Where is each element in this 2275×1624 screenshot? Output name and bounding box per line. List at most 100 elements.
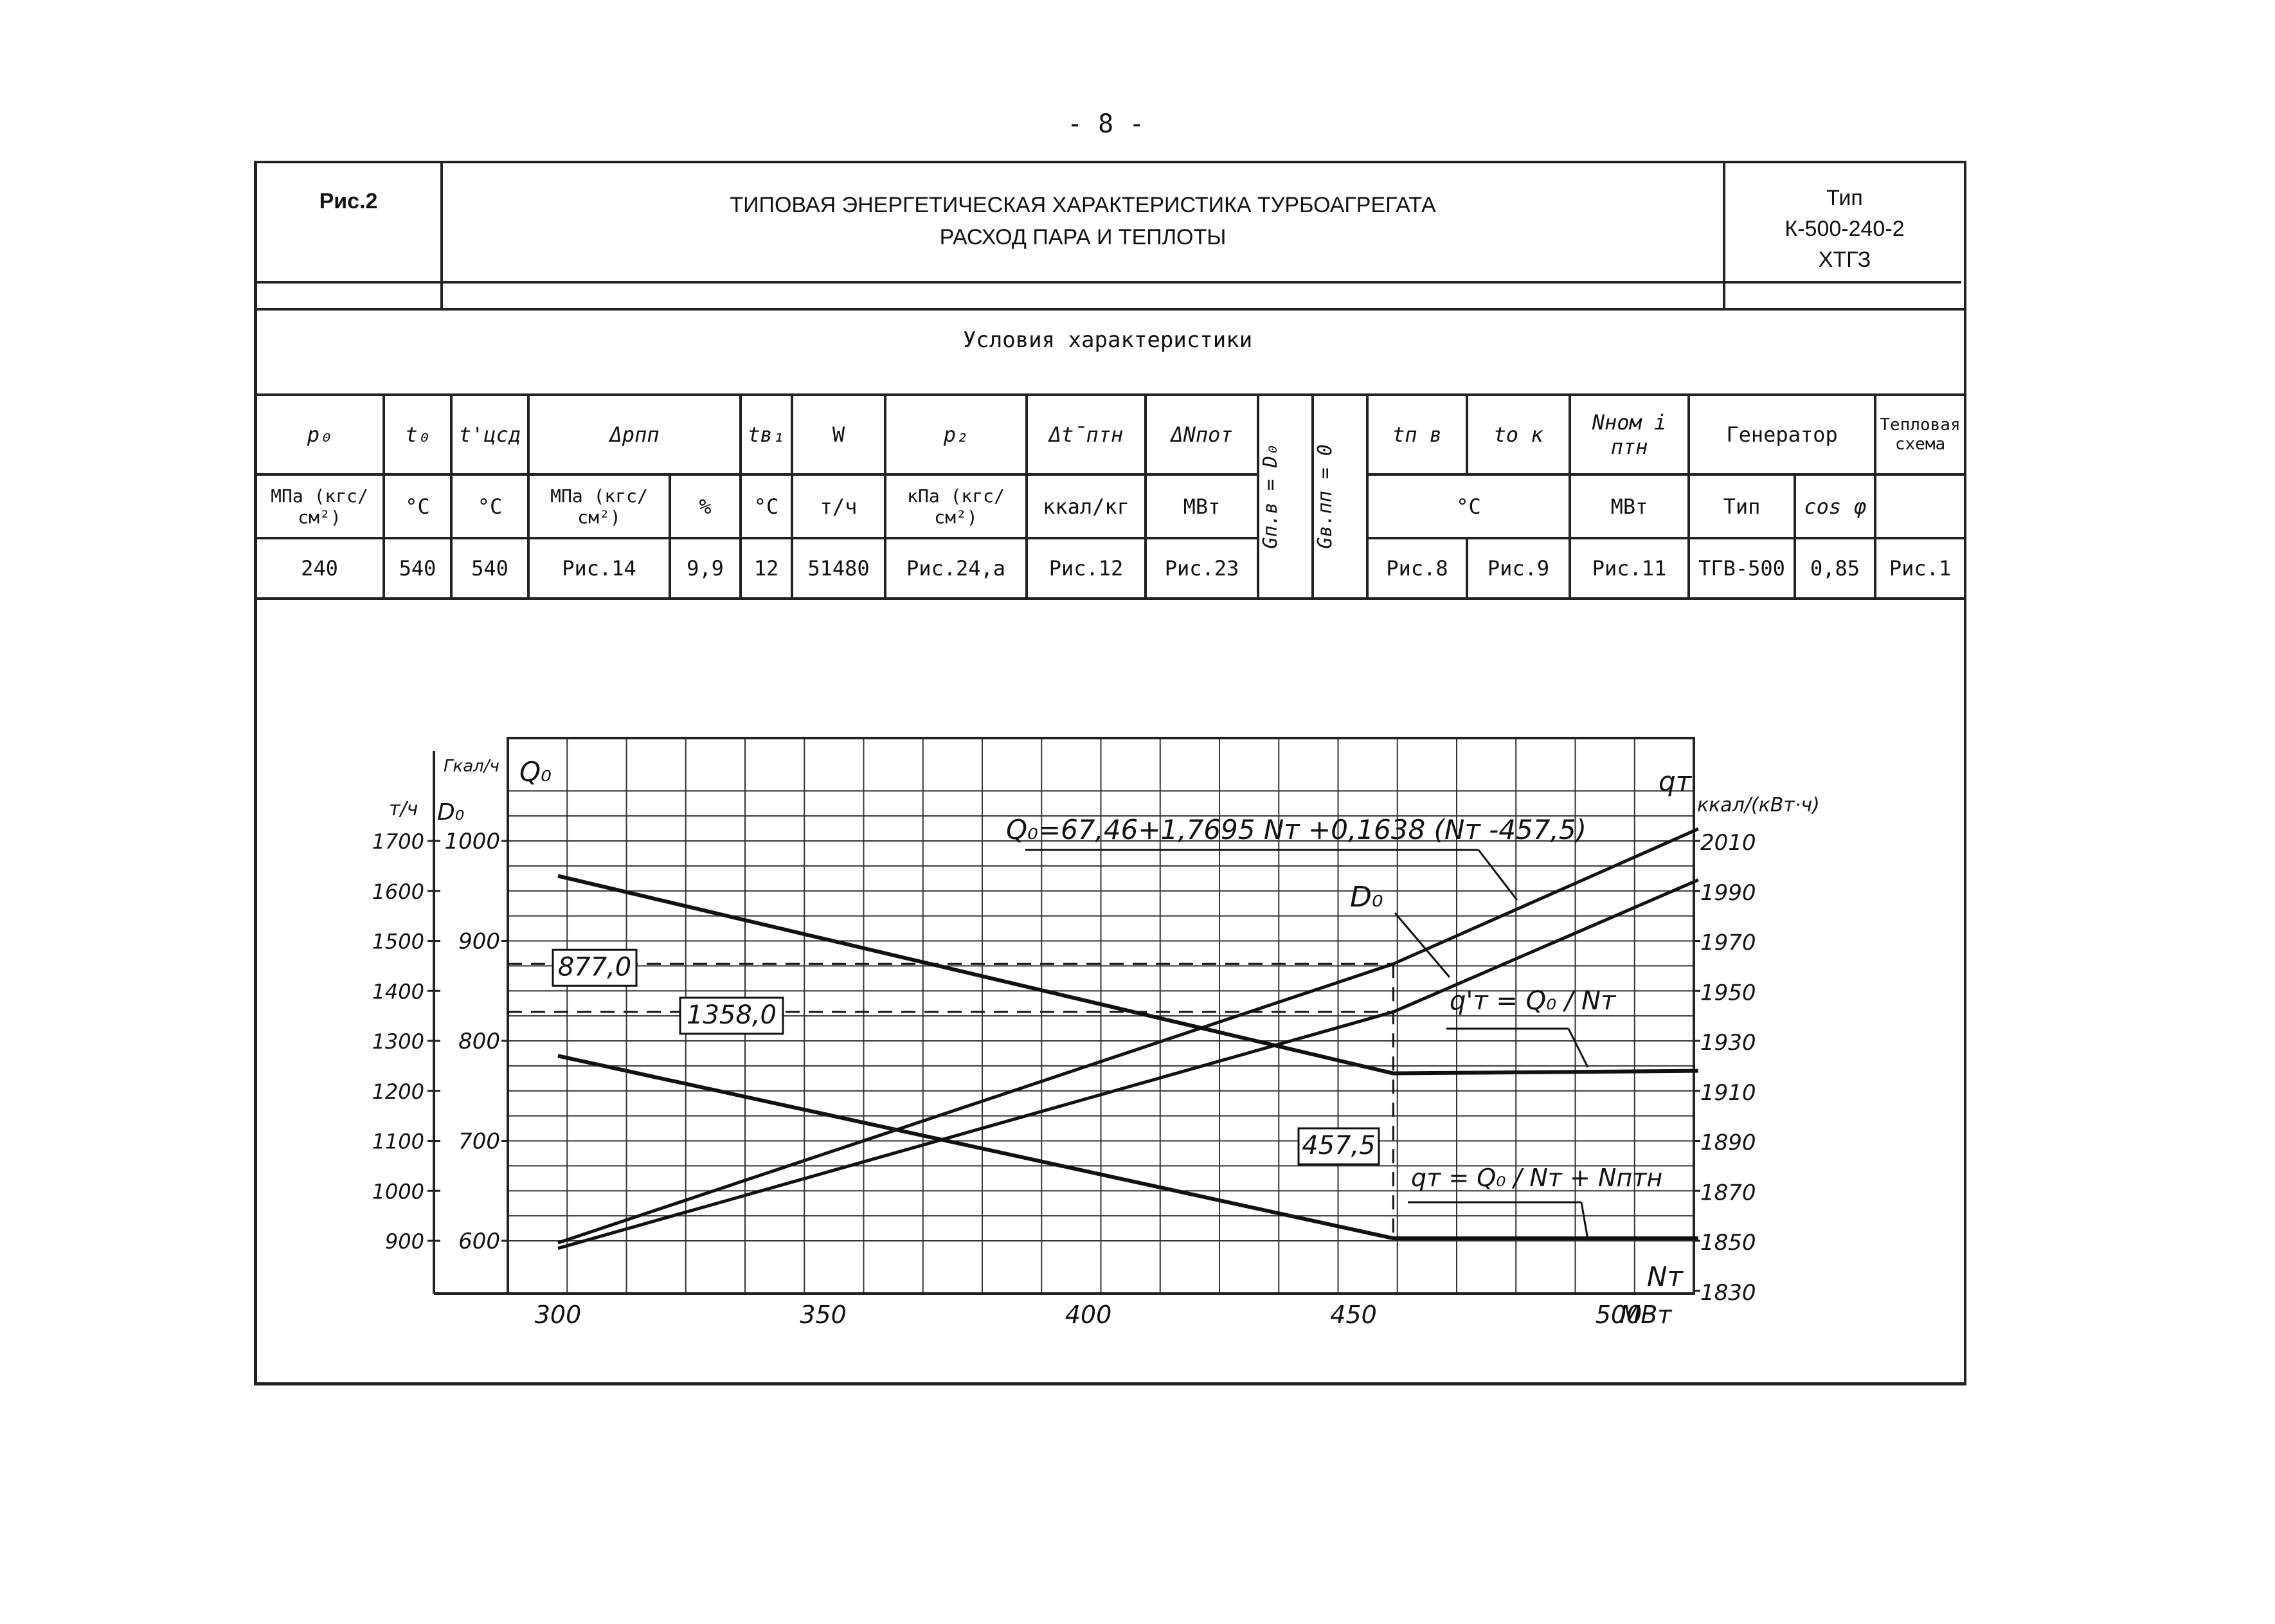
t-unit: °C bbox=[1366, 473, 1571, 539]
d0-tick-label: 1600 bbox=[372, 880, 424, 904]
page-frame bbox=[254, 161, 1966, 1385]
d0-tick-label: 1700 bbox=[372, 829, 424, 854]
gvpp-cell: Gв.пп = 0 bbox=[1311, 393, 1369, 600]
dt-ptn-unit: ккал/кг bbox=[1025, 473, 1147, 539]
dp-pp-value1: Рис.14 bbox=[527, 537, 671, 600]
x-tick-label: 450 bbox=[1330, 1301, 1377, 1329]
generator-cos-label: cos φ bbox=[1793, 473, 1877, 539]
p2-value: Рис.24,а bbox=[884, 537, 1028, 600]
dp-pp-value2: 9,9 bbox=[669, 537, 742, 600]
series-line-3 bbox=[557, 874, 1698, 1076]
d0-mark-label-box bbox=[679, 997, 784, 1035]
qt-prime-leader bbox=[1567, 1028, 1589, 1068]
d0-tick-label: 1100 bbox=[372, 1130, 424, 1154]
t0-unit: °C bbox=[382, 473, 453, 539]
x-tick-label: 300 bbox=[535, 1301, 582, 1329]
qt-tick-label: 1970 bbox=[1700, 930, 1756, 956]
header-table: Рис.2 ТИПОВАЯ ЭНЕРГЕТИЧЕСКАЯ ХАРАКТЕРИСТ… bbox=[254, 161, 1966, 311]
dp-pp-symbol: Δpпп bbox=[527, 393, 742, 476]
q0-formula: Q₀=67,46+1,7695 Nт +0,1638 (Nт -457,5) bbox=[1006, 814, 1587, 845]
figure-label: Рис.2 bbox=[254, 161, 443, 311]
t0-symbol: t₀ bbox=[382, 393, 453, 476]
t0-value: 540 bbox=[382, 537, 453, 600]
plot-frame bbox=[507, 737, 1695, 1295]
dp-pp-unit1: МПа (кгс/см²) bbox=[527, 473, 671, 539]
type-model: К-500-240-2 bbox=[1785, 217, 1905, 241]
d0-tick-label: 1000 bbox=[372, 1179, 424, 1204]
d0-tick-label: 1300 bbox=[372, 1029, 424, 1054]
conditions-title: Условия характеристики bbox=[254, 281, 1961, 396]
x-tick-label: 400 bbox=[1065, 1301, 1112, 1329]
tcsd-unit: °C bbox=[450, 473, 530, 539]
d0-tick-label: 1200 bbox=[372, 1079, 424, 1104]
d0-tick-label: 900 bbox=[385, 1229, 424, 1254]
x-axis-label: Nт bbox=[1647, 1261, 1684, 1292]
qt-tick-label: 1890 bbox=[1700, 1130, 1756, 1156]
qt-tick-label: 1830 bbox=[1700, 1280, 1756, 1306]
q0-unit-label: Гкал/ч bbox=[444, 757, 499, 776]
qt-tick-label: 1990 bbox=[1700, 880, 1756, 906]
turbine-type: Тип К-500-240-2 ХТГЗ bbox=[1723, 161, 1966, 311]
q0-tick-label: 900 bbox=[458, 929, 500, 955]
chart-lines bbox=[508, 827, 1699, 1250]
q0-tick-label: 700 bbox=[458, 1129, 500, 1155]
page-number: - 8 - bbox=[1067, 109, 1145, 139]
tok-symbol: tо к bbox=[1466, 393, 1571, 476]
q0-axis-label: Q₀ bbox=[519, 756, 552, 788]
scheme-spacer bbox=[1874, 473, 1967, 539]
qt-formula: qт = Q₀ / Nт + Nптн bbox=[1411, 1164, 1662, 1192]
parameters-table: p₀ t₀ t'цсд Δpпп tв₁ W p₂ Δt̄птн ΔNпот G… bbox=[254, 393, 1967, 600]
d0-mark-label: 1358,0 bbox=[687, 1000, 777, 1030]
qt-tick-label: 1930 bbox=[1700, 1030, 1756, 1056]
dn-pot-value: Рис.23 bbox=[1144, 537, 1259, 600]
x-unit-label: МВт bbox=[1620, 1301, 1673, 1329]
p2-symbol: p₂ bbox=[884, 393, 1028, 476]
generator-cos-value: 0,85 bbox=[1793, 537, 1877, 600]
series-line-4 bbox=[557, 1054, 1698, 1241]
qt-tick-label: 1910 bbox=[1700, 1080, 1756, 1106]
d0-leader bbox=[1394, 912, 1451, 978]
d0-axis-label: D₀ bbox=[437, 799, 464, 826]
title-line-1: ТИПОВАЯ ЭНЕРГЕТИЧЕСКАЯ ХАРАКТЕРИСТИКА ТУ… bbox=[730, 193, 1436, 217]
tcsd-symbol: t'цсд bbox=[450, 393, 530, 476]
generator-title: Генератор bbox=[1687, 393, 1877, 476]
w-symbol: W bbox=[791, 393, 886, 476]
w-unit: т/ч bbox=[791, 473, 886, 539]
tcsd-value: 540 bbox=[450, 537, 530, 600]
chart-axes bbox=[427, 737, 1700, 1295]
x-tick-label: 350 bbox=[800, 1301, 847, 1329]
d0-tick-label: 1400 bbox=[372, 979, 424, 1004]
w-value: 51480 bbox=[791, 537, 886, 600]
p0-value: 240 bbox=[254, 537, 385, 600]
scheme-title: Тепловая схема bbox=[1874, 393, 1967, 476]
q0-tick-label: 600 bbox=[458, 1229, 500, 1254]
t1-symbol: tв₁ bbox=[739, 393, 793, 476]
chart-grid bbox=[508, 738, 1694, 1294]
gpv-cell: Gп.в = D₀ bbox=[1257, 393, 1314, 600]
qt-tick-label: 1870 bbox=[1700, 1180, 1756, 1205]
t1-value: 12 bbox=[739, 537, 793, 600]
dt-ptn-symbol: Δt̄птн bbox=[1025, 393, 1147, 476]
qt-unit-label: ккал/(кВт·ч) bbox=[1697, 794, 1820, 817]
tpv-symbol: tп в bbox=[1366, 393, 1468, 476]
qt-axis-label: qт bbox=[1659, 766, 1693, 797]
generator-type-value: ТГВ-500 bbox=[1687, 537, 1796, 600]
tpv-value: Рис.8 bbox=[1366, 537, 1468, 600]
qt-prime-formula: q'т = Q₀ / Nт bbox=[1450, 986, 1617, 1016]
n-mark-label: 457,5 bbox=[1302, 1131, 1376, 1160]
n-mark-label-box bbox=[1297, 1127, 1380, 1166]
generator-type-label: Тип bbox=[1687, 473, 1796, 539]
d0-series-label: D₀ bbox=[1350, 881, 1383, 914]
dp-pp-unit2: % bbox=[669, 473, 742, 539]
qt-tick-label: 1850 bbox=[1700, 1230, 1756, 1256]
dt-ptn-value: Рис.12 bbox=[1025, 537, 1147, 600]
q0-tick-label: 1000 bbox=[444, 829, 500, 854]
ni-ptn-unit: МВт bbox=[1569, 473, 1690, 539]
x-tick-label: 500 bbox=[1596, 1301, 1642, 1329]
type-maker: ХТГЗ bbox=[1818, 248, 1871, 272]
p0-symbol: p₀ bbox=[254, 393, 385, 476]
scheme-value: Рис.1 bbox=[1874, 537, 1967, 600]
d0-tick-label: 1500 bbox=[372, 930, 424, 954]
